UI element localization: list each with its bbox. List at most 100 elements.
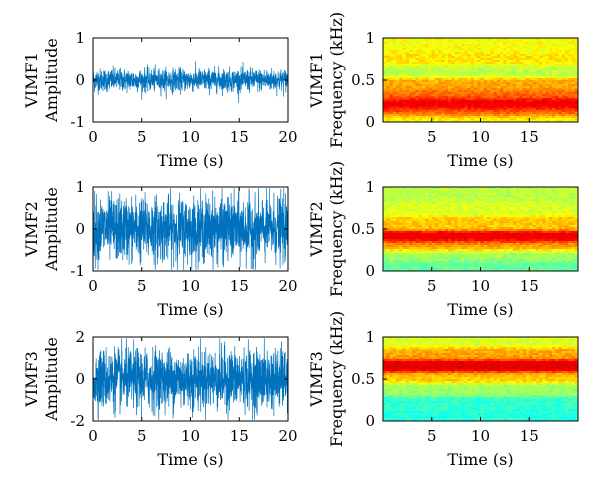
spectrogram-cell xyxy=(483,74,488,77)
spectrogram-cell xyxy=(422,44,426,47)
spectrogram-cell xyxy=(464,98,468,101)
spectrogram-cell xyxy=(464,38,468,41)
spectrogram-cell xyxy=(542,72,546,75)
spectrogram-cell xyxy=(480,201,485,204)
spectrogram-cell xyxy=(392,255,397,258)
spectrogram-cell xyxy=(464,58,468,61)
spectrogram-cell xyxy=(389,58,394,61)
spectrogram-cell xyxy=(500,187,504,190)
spectrogram-cell xyxy=(392,110,397,113)
spectrogram-cell xyxy=(552,197,556,200)
spectrogram-cell xyxy=(444,106,449,109)
spectrogram-cell xyxy=(441,86,446,89)
spectrogram-cell xyxy=(496,76,501,79)
spectrogram-cell xyxy=(428,245,433,248)
spectrogram-cell xyxy=(431,257,436,260)
spectrogram-cell xyxy=(519,66,524,69)
spectrogram-cell xyxy=(487,56,491,59)
spectrogram-cell xyxy=(490,52,494,55)
spectrogram-cell xyxy=(555,227,559,230)
spectrogram-cell xyxy=(438,78,442,81)
spectrogram-cell xyxy=(454,110,459,113)
spectrogram-cell xyxy=(392,235,397,238)
spectrogram-cell xyxy=(464,114,468,117)
spectrogram-cell xyxy=(529,92,533,95)
spectrogram-cell xyxy=(402,209,407,212)
spectrogram-cell xyxy=(389,237,394,240)
spectrogram-ytick-label: 0 xyxy=(365,113,375,131)
spectrogram-cell xyxy=(555,205,559,208)
spectrogram-cell xyxy=(548,253,553,256)
spectrogram-cell xyxy=(383,217,387,220)
spectrogram-cell xyxy=(451,257,455,260)
spectrogram-cell xyxy=(431,201,436,204)
spectrogram-cell xyxy=(532,213,537,216)
spectrogram-cell xyxy=(571,58,576,61)
spectrogram-cell xyxy=(422,195,426,198)
spectrogram-cell xyxy=(428,231,433,234)
spectrogram-cell xyxy=(392,201,397,204)
spectrogram-cell xyxy=(503,235,507,238)
spectrogram-cell xyxy=(448,38,452,41)
spectrogram-cell xyxy=(418,241,423,244)
spectrogram-cell xyxy=(409,90,413,93)
spectrogram-cell xyxy=(428,259,433,262)
spectrogram-cell xyxy=(535,84,540,87)
spectrogram-cell xyxy=(561,42,566,45)
spectrogram-cell xyxy=(415,80,420,83)
spectrogram-cell xyxy=(565,80,569,83)
spectrogram-cell xyxy=(555,74,559,77)
spectrogram-cell xyxy=(480,259,485,262)
spectrogram-cell xyxy=(396,225,400,228)
spectrogram-cell xyxy=(431,253,436,256)
spectrogram-cell xyxy=(493,203,498,206)
spectrogram-cell xyxy=(441,265,446,268)
spectrogram-cell xyxy=(454,52,459,55)
spectrogram-cell xyxy=(574,46,579,49)
spectrogram-heatmap-2 xyxy=(383,187,579,272)
spectrogram-cell xyxy=(506,66,511,69)
spectrogram-cell xyxy=(405,40,410,43)
spectrogram-cell xyxy=(383,195,387,198)
spectrogram-cell xyxy=(480,257,485,260)
spectrogram-cell xyxy=(506,263,511,266)
spectrogram-cell xyxy=(558,44,563,47)
spectrogram-cell xyxy=(461,191,465,194)
spectrogram-cell xyxy=(418,233,423,236)
spectrogram-cell xyxy=(565,259,569,262)
spectrogram-cell xyxy=(389,46,394,49)
spectrogram-cell xyxy=(480,92,485,95)
spectrogram-cell xyxy=(545,187,550,190)
spectrogram-cell xyxy=(519,102,524,105)
spectrogram-cell xyxy=(513,251,517,254)
spectrogram-cell xyxy=(470,239,475,242)
spectrogram-cell xyxy=(539,217,543,220)
spectrogram-cell xyxy=(448,221,452,224)
spectrogram-cell xyxy=(535,112,540,115)
spectrogram-cell xyxy=(389,94,394,97)
spectrogram-cell xyxy=(386,82,390,85)
spectrogram-cell xyxy=(555,96,559,99)
spectrogram-cell xyxy=(412,249,416,252)
spectrogram-cell xyxy=(513,94,517,97)
spectrogram-cell xyxy=(448,249,452,252)
spectrogram-cell xyxy=(558,102,563,105)
spectrogram-cell xyxy=(529,219,533,222)
spectrogram-cell xyxy=(454,106,459,109)
spectrogram-cell xyxy=(519,255,524,258)
spectrogram-cell xyxy=(409,94,413,97)
spectrogram-cell xyxy=(383,48,387,51)
spectrogram-cell xyxy=(448,56,452,59)
spectrogram-cell xyxy=(444,62,449,65)
spectrogram-cell xyxy=(568,84,572,87)
spectrogram-cell xyxy=(448,102,452,105)
spectrogram-cell xyxy=(532,58,537,61)
spectrogram-cell xyxy=(565,231,569,234)
spectrogram-cell xyxy=(461,118,465,121)
spectrogram-cell xyxy=(457,239,462,242)
spectrogram-cell xyxy=(448,219,452,222)
spectrogram-cell xyxy=(418,247,423,250)
spectrogram-cell xyxy=(422,116,426,119)
spectrogram-cell xyxy=(529,112,533,115)
spectrogram-cell xyxy=(431,66,436,69)
